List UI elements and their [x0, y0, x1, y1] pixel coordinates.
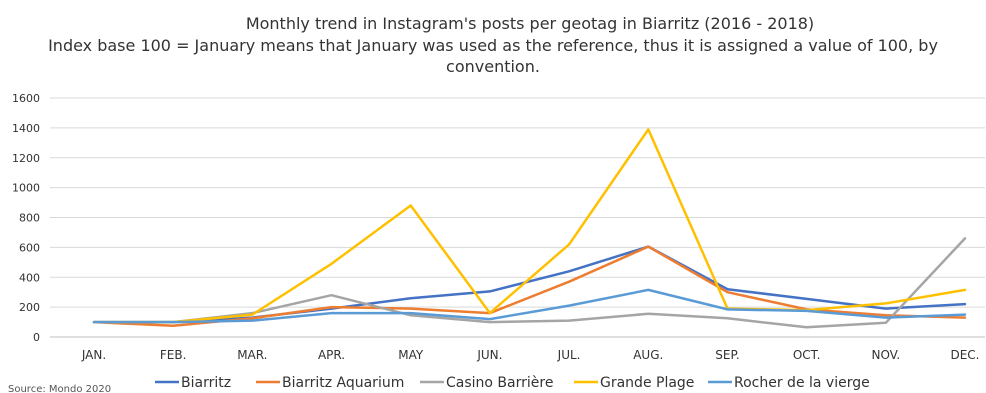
y-tick-label: 1200 [12, 152, 40, 165]
chart-subtitle-line-1: Index base 100 = January means that Janu… [48, 36, 938, 55]
series-line [92, 128, 967, 324]
legend-label: Casino Barrière [446, 375, 553, 391]
chart-subtitle-line-2: convention. [446, 57, 540, 76]
x-tick-label: OCT. [793, 348, 821, 362]
x-tick-label: DEC. [950, 348, 979, 362]
y-tick-label: 0 [33, 331, 40, 344]
x-tick-label: FEB. [160, 348, 187, 362]
source-note: Source: Mondo 2020 [8, 384, 111, 393]
y-tick-label: 1600 [12, 92, 40, 105]
x-tick-label: SEP. [715, 348, 739, 362]
y-tick-label: 1400 [12, 122, 40, 135]
x-tick-label: JUL. [557, 348, 581, 362]
legend-label: Rocher de la vierge [734, 375, 870, 391]
gridlines [50, 97, 985, 338]
series-line [92, 245, 967, 328]
y-axis: 0 200 400 600 800 1000 1200 1400 1600 [12, 92, 40, 344]
y-tick-label: 800 [19, 212, 40, 225]
y-tick-label: 200 [19, 301, 40, 314]
y-tick-label: 1000 [12, 182, 40, 195]
legend-label: Biarritz Aquarium [282, 375, 404, 391]
y-tick-label: 600 [19, 241, 40, 254]
y-tick-label: 400 [19, 271, 40, 284]
series-lines [92, 128, 967, 329]
x-tick-label: NOV. [871, 348, 900, 362]
x-tick-label: MAR. [237, 348, 267, 362]
x-axis: JAN. FEB. MAR. APR. MAY JUN. JUL. AUG. SEP. OCT. N… [81, 348, 980, 362]
x-tick-label: MAY [398, 348, 424, 362]
legend-label: Grande Plage [600, 375, 694, 391]
x-tick-label: JAN. [81, 348, 106, 362]
x-tick-label: AUG. [633, 348, 663, 362]
x-tick-label: APR. [318, 348, 345, 362]
legend-label: Biarritz [181, 375, 231, 391]
x-tick-label: JUN. [476, 348, 502, 362]
series-line [92, 288, 967, 324]
chart-title: Monthly trend in Instagram's posts per g… [246, 14, 814, 33]
legend: Biarritz Biarritz Aquarium Casino Barrière… [155, 375, 870, 391]
